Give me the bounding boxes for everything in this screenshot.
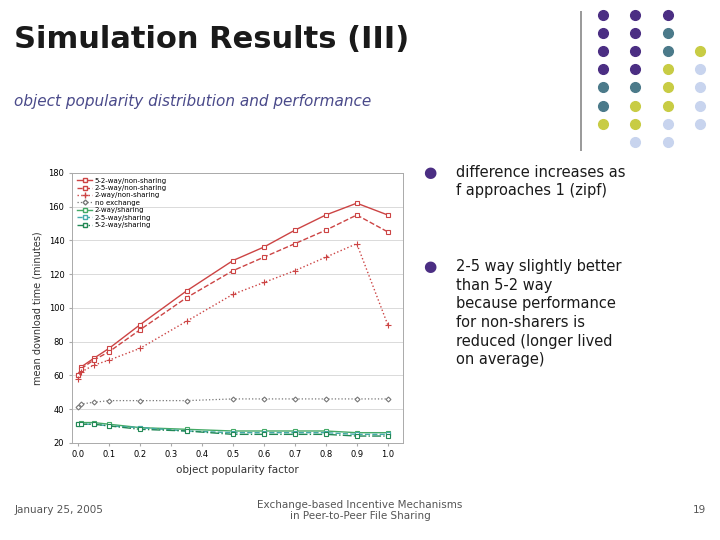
Text: 2-5 way slightly better
than 5-2 way
because performance
for non-sharers is
redu: 2-5 way slightly better than 5-2 way bec… xyxy=(456,259,621,367)
Text: January 25, 2005: January 25, 2005 xyxy=(14,505,103,515)
Legend: 5-2-way/non-sharing, 2-5-way/non-sharing, 2-way/non-sharing, no exchange, 2-way/: 5-2-way/non-sharing, 2-5-way/non-sharing… xyxy=(76,176,168,230)
Text: object popularity distribution and performance: object popularity distribution and perfo… xyxy=(14,93,372,109)
Text: difference increases as
f approaches 1 (zipf): difference increases as f approaches 1 (… xyxy=(456,165,626,198)
Text: 19: 19 xyxy=(693,505,706,515)
Text: Exchange-based Incentive Mechanisms
in Peer-to-Peer File Sharing: Exchange-based Incentive Mechanisms in P… xyxy=(257,500,463,521)
Text: ●: ● xyxy=(423,165,437,180)
X-axis label: object popularity factor: object popularity factor xyxy=(176,465,299,475)
Text: ●: ● xyxy=(423,259,437,274)
Y-axis label: mean download time (minutes): mean download time (minutes) xyxy=(33,231,43,384)
Text: Simulation Results (III): Simulation Results (III) xyxy=(14,25,410,54)
